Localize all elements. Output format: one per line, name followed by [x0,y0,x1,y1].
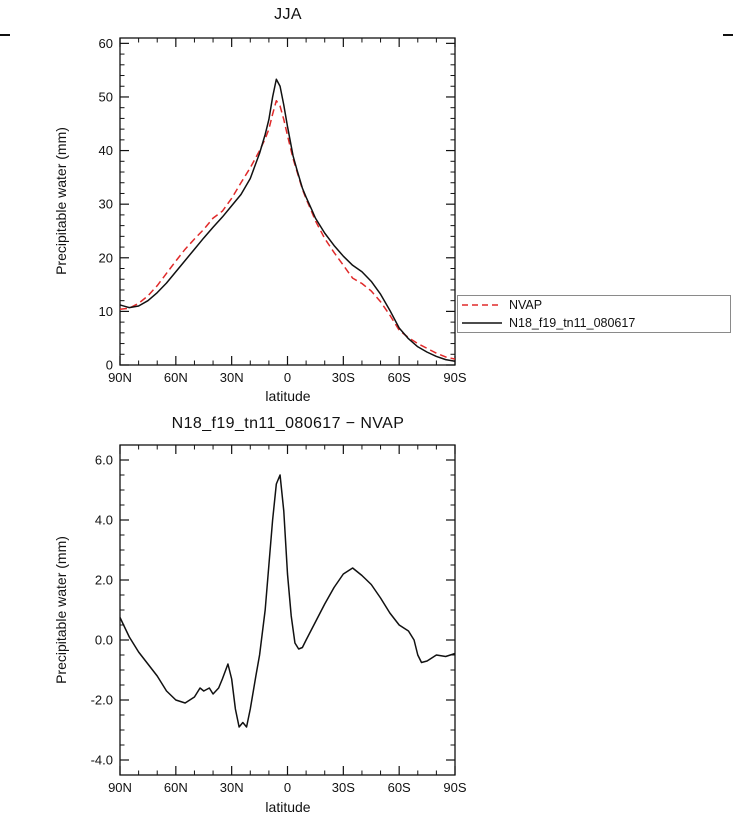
x-tick-label: 90N [108,370,132,385]
bottom-x-axis-label: latitude [265,799,311,815]
y-tick-label: 6.0 [95,453,113,468]
y-tick-label: 10 [99,304,113,319]
legend-entry-nvap: NVAP [458,297,730,313]
y-tick-label: 0.0 [95,633,113,648]
left-edge-mark [0,34,10,36]
y-tick-label: 4.0 [95,513,113,528]
legend-dashed-line-icon [462,304,502,306]
x-tick-label: 60S [388,370,411,385]
legend: NVAP N18_f19_tn11_080617 [457,295,731,333]
series-line-NVAP [119,99,456,360]
plot-frame [119,444,456,776]
x-tick-label: 60N [164,370,188,385]
x-tick-label: 90S [443,780,466,795]
x-tick-label: 30S [332,370,355,385]
top-y-axis-label: Precipitable water (mm) [53,127,69,275]
x-tick-label: 90N [108,780,132,795]
y-tick-label: 2.0 [95,573,113,588]
y-tick-label: -2.0 [91,693,113,708]
x-tick-label: 90S [443,370,466,385]
series-line-N18_f19_tn11_080617 [119,78,456,362]
bottom-chart-title: N18_f19_tn11_080617 − NVAP [171,415,405,432]
x-tick-label: 60S [388,780,411,795]
right-edge-mark [723,34,733,36]
x-tick-label: 0 [284,370,291,385]
y-tick-label: 60 [99,36,113,51]
bottom-y-axis-label: Precipitable water (mm) [53,536,69,684]
series-line-difference [119,474,456,728]
legend-solid-line-icon [462,322,502,324]
x-tick-label: 0 [284,780,291,795]
x-tick-label: 30N [220,370,244,385]
x-tick-label: 60N [164,780,188,795]
y-tick-label: -4.0 [91,753,113,768]
y-tick-label: 30 [99,197,113,212]
plot-frame [119,37,456,366]
x-tick-label: 30S [332,780,355,795]
y-tick-label: 20 [99,250,113,265]
legend-label-model: N18_f19_tn11_080617 [509,316,636,330]
top-plot-area: 90N 60N 30N 0 30S 60S 90S 0 10 20 30 40 50 60 [99,36,467,385]
y-tick-label: 40 [99,143,113,158]
legend-label-nvap: NVAP [509,298,543,312]
y-tick-label: 50 [99,89,113,104]
legend-entry-model: N18_f19_tn11_080617 [458,315,730,331]
top-x-axis-label: latitude [265,388,311,404]
bottom-plot-area: 90N 60N 30N 0 30S 60S 90S -4.0 -2.0 0.0 2.0 4.0 6.0 [91,444,467,795]
x-tick-label: 30N [220,780,244,795]
top-chart-title: JJA [274,6,302,23]
y-tick-label: 0 [106,358,113,373]
